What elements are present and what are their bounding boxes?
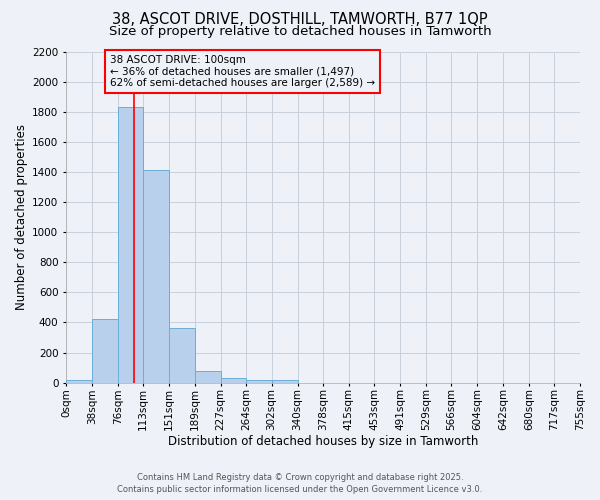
Bar <box>66 380 92 382</box>
Bar <box>143 170 169 382</box>
Bar <box>169 328 195 382</box>
Text: 38 ASCOT DRIVE: 100sqm
← 36% of detached houses are smaller (1,497)
62% of semi-: 38 ASCOT DRIVE: 100sqm ← 36% of detached… <box>110 55 375 88</box>
Text: Contains HM Land Registry data © Crown copyright and database right 2025.
Contai: Contains HM Land Registry data © Crown c… <box>118 472 482 494</box>
Bar <box>246 380 272 382</box>
Y-axis label: Number of detached properties: Number of detached properties <box>15 124 28 310</box>
Text: 38, ASCOT DRIVE, DOSTHILL, TAMWORTH, B77 1QP: 38, ASCOT DRIVE, DOSTHILL, TAMWORTH, B77… <box>112 12 488 28</box>
X-axis label: Distribution of detached houses by size in Tamworth: Distribution of detached houses by size … <box>168 434 478 448</box>
Bar <box>92 320 118 382</box>
Text: Size of property relative to detached houses in Tamworth: Size of property relative to detached ho… <box>109 25 491 38</box>
Bar <box>195 370 221 382</box>
Bar <box>118 107 143 382</box>
Bar <box>221 378 246 382</box>
Bar <box>272 380 298 382</box>
